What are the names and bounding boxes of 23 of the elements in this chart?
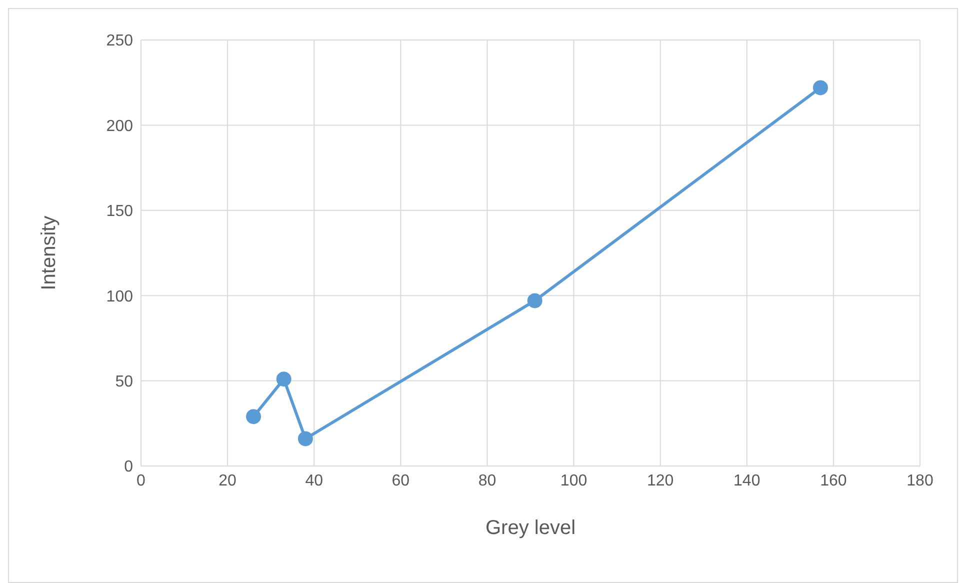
point: [298, 431, 313, 446]
x-tick-label: 120: [646, 472, 674, 490]
point: [276, 372, 292, 387]
y-tick-label: 0: [124, 458, 134, 476]
x-axis-title: Grey level: [485, 517, 576, 540]
point: [246, 409, 262, 424]
y-tick-label: 250: [106, 32, 134, 50]
x-tick-label: 20: [218, 472, 237, 490]
x-tick-label: 80: [478, 472, 496, 490]
y-tick-label: 150: [106, 203, 134, 220]
x-tick-label: 180: [906, 472, 934, 490]
y-tick-label: 50: [115, 373, 134, 390]
x-tick-label: 0: [136, 472, 146, 490]
y-axis-title: Intensity: [38, 216, 60, 290]
y-tick-label: 200: [106, 118, 134, 135]
x-tick-label: 140: [734, 472, 760, 490]
point: [812, 80, 828, 96]
x-tick-label: 60: [392, 472, 410, 490]
point: [527, 293, 542, 308]
y-tick-label: 100: [106, 288, 134, 306]
x-tick-label: 100: [560, 472, 588, 490]
x-tick-label: 40: [305, 472, 324, 490]
x-tick-label: 160: [820, 472, 847, 490]
